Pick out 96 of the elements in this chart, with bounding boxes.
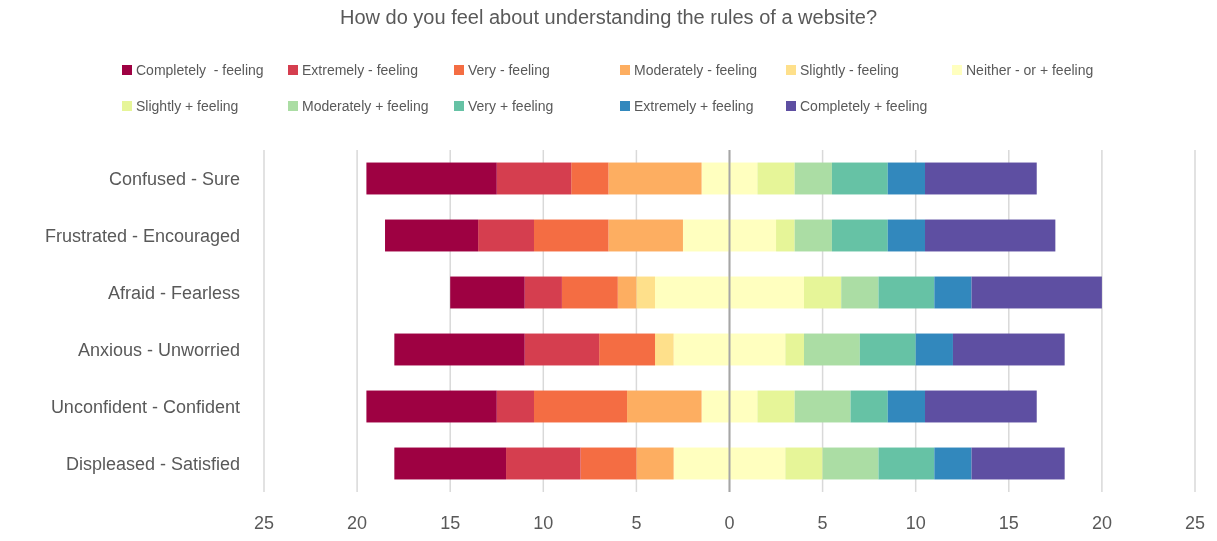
bar <box>925 390 1037 423</box>
y-tick-label: Anxious - Unworried <box>77 339 240 360</box>
chart-title: How do you feel about understanding the rules of a website? <box>339 6 878 28</box>
x-tick-label: 10 <box>533 513 554 533</box>
legend-label: Extremely - feeling <box>302 62 418 78</box>
bar <box>831 162 888 195</box>
bar <box>794 219 832 252</box>
bar <box>673 447 730 480</box>
bar <box>878 447 935 480</box>
bar <box>655 333 674 366</box>
bar <box>533 390 628 423</box>
bar <box>925 219 1056 252</box>
x-tick-label: 25 <box>1184 513 1206 533</box>
legend-label: Slightly - feeling <box>800 62 899 78</box>
bar <box>794 162 832 195</box>
bar <box>794 390 851 423</box>
bar <box>682 219 730 252</box>
bar <box>729 447 786 480</box>
bar <box>580 447 637 480</box>
x-tick-label: 0 <box>724 513 735 533</box>
legend-label: Slightly + feeling <box>136 98 239 114</box>
bar <box>803 276 842 309</box>
x-tick-label: 15 <box>440 513 461 533</box>
bar <box>952 333 1065 366</box>
bar <box>729 276 804 309</box>
bar <box>478 219 534 252</box>
bar <box>385 219 479 252</box>
bar <box>934 276 972 309</box>
bar <box>394 447 507 480</box>
bar <box>776 219 795 252</box>
bar <box>887 390 926 423</box>
bar <box>785 333 804 366</box>
bar <box>599 333 656 366</box>
bar <box>496 162 572 195</box>
bar <box>934 447 972 480</box>
legend-label: Completely - feeling <box>136 62 264 78</box>
y-tick-label: Afraid - Fearless <box>107 282 240 303</box>
bar <box>729 162 758 195</box>
bar <box>561 276 618 309</box>
bar <box>803 333 860 366</box>
bar <box>729 219 777 252</box>
bar <box>729 333 786 366</box>
bar <box>496 390 534 423</box>
y-tick-label: Displeased - Satisfied <box>65 453 240 474</box>
x-tick-label: 20 <box>347 513 368 533</box>
legend-label: Extremely + feeling <box>634 98 754 114</box>
bar <box>971 276 1102 309</box>
bar <box>571 162 609 195</box>
legend-label: Completely + feeling <box>800 98 928 114</box>
bar <box>915 333 953 366</box>
bar <box>524 276 562 309</box>
bar <box>701 162 730 195</box>
x-tick-label: 15 <box>998 513 1019 533</box>
legend-label: Moderately - feeling <box>634 62 757 78</box>
bar <box>785 447 823 480</box>
y-tick-label: Frustrated - Encouraged <box>44 225 240 246</box>
bar <box>757 162 795 195</box>
bar <box>729 390 758 423</box>
bar <box>757 390 795 423</box>
bar <box>822 447 879 480</box>
bar <box>850 390 888 423</box>
bar <box>859 333 916 366</box>
bar <box>701 390 730 423</box>
bar <box>506 447 581 480</box>
bar <box>627 390 702 423</box>
bar <box>925 162 1037 195</box>
bar <box>608 219 683 252</box>
bar <box>394 333 525 366</box>
bar <box>878 276 935 309</box>
y-tick-label: Confused - Sure <box>108 168 240 189</box>
bar <box>887 219 926 252</box>
x-tick-label: 20 <box>1091 513 1112 533</box>
bar <box>450 276 525 309</box>
legend-label: Neither - or + feeling <box>966 62 1094 78</box>
bar <box>617 276 637 309</box>
x-tick-label: 5 <box>631 513 642 533</box>
bar <box>524 333 600 366</box>
bar <box>636 447 674 480</box>
bar <box>673 333 730 366</box>
x-tick-label: 10 <box>905 513 926 533</box>
bar <box>366 162 497 195</box>
legend-label: Very + feeling <box>468 98 554 114</box>
x-tick-label: 25 <box>253 513 275 533</box>
bar <box>655 276 730 309</box>
bar <box>608 162 702 195</box>
bar <box>636 276 656 309</box>
bar <box>831 219 888 252</box>
bar <box>841 276 879 309</box>
x-tick-label: 5 <box>817 513 828 533</box>
bar <box>366 390 497 423</box>
legend-label: Moderately + feeling <box>302 98 429 114</box>
bar <box>971 447 1065 480</box>
legend-label: Very - feeling <box>468 62 550 78</box>
y-tick-label: Unconfident - Confident <box>50 396 240 417</box>
bar <box>887 162 926 195</box>
bar <box>533 219 609 252</box>
